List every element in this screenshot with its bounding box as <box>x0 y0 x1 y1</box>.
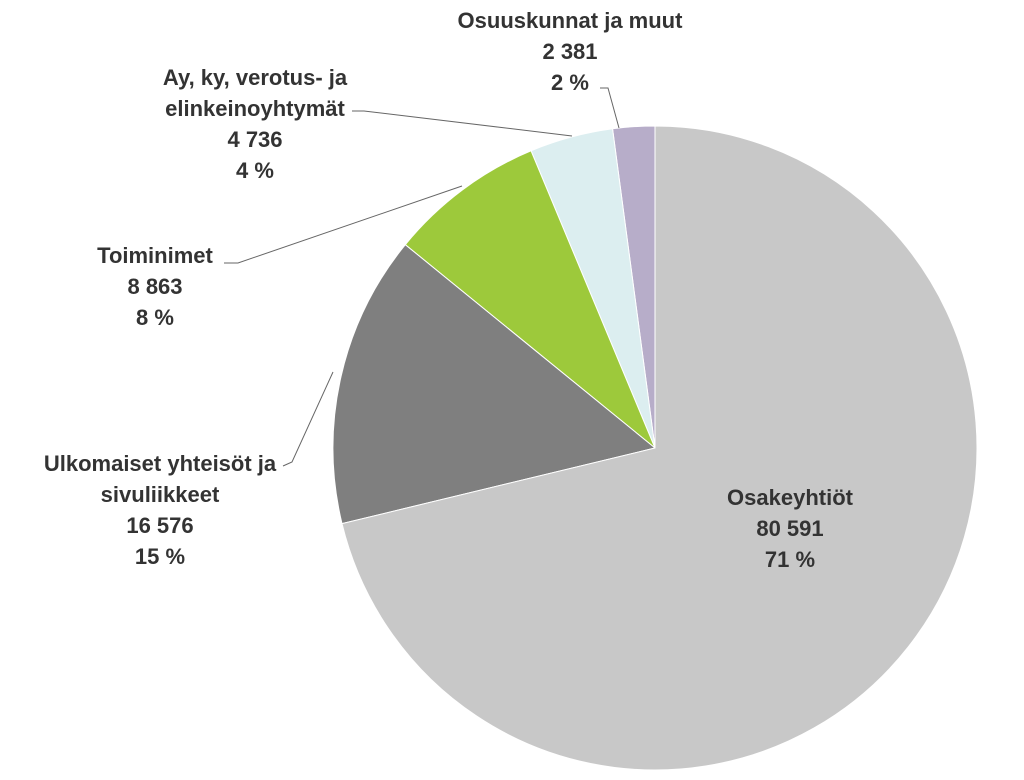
value-label: 2 381 <box>542 39 598 64</box>
pie-slice <box>332 243 657 525</box>
percent-label: 4 % <box>236 158 274 183</box>
value-label: 8 863 <box>127 274 183 299</box>
slice-label: Osakeyhtiöt 80 591 71 % <box>690 482 890 575</box>
leader-line <box>282 371 334 467</box>
category-label: Osuuskunnat ja muut <box>457 8 683 33</box>
value-label: 16 576 <box>126 513 194 538</box>
leader-line <box>224 185 463 264</box>
percent-label: 71 % <box>764 547 816 572</box>
leader-line <box>352 110 573 137</box>
slice-label: Toiminimet 8 863 8 % <box>60 240 250 333</box>
slice-label: Osuuskunnat ja muut 2 381 2 % <box>430 5 710 98</box>
percent-label: 15 % <box>134 544 186 569</box>
category-label: Osakeyhtiöt <box>727 485 853 510</box>
percent-label: 2 % <box>551 70 589 95</box>
pie-slice <box>341 125 978 771</box>
slice-label: Ulkomaiset yhteisöt ja sivuliikkeet 16 57… <box>30 448 290 572</box>
percent-label: 8 % <box>136 305 174 330</box>
value-label: 4 736 <box>227 127 283 152</box>
category-label: Toiminimet <box>97 243 213 268</box>
leader-line <box>600 87 620 129</box>
category-label: Ulkomaiset yhteisöt ja sivuliikkeet <box>43 451 277 507</box>
pie-slice <box>404 150 656 449</box>
slice-label: Ay, ky, verotus- ja elinkeinoyhtymät 4 73… <box>140 62 370 186</box>
value-label: 80 591 <box>756 516 824 541</box>
category-label: Ay, ky, verotus- ja elinkeinoyhtymät <box>162 65 348 121</box>
